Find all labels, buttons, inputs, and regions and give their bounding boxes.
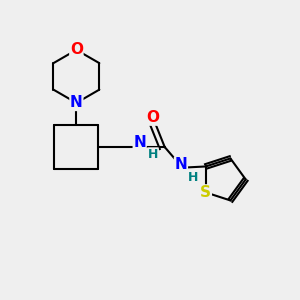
Text: N: N	[175, 157, 187, 172]
Text: N: N	[70, 95, 83, 110]
Text: O: O	[70, 42, 83, 57]
Text: H: H	[188, 172, 198, 184]
Text: H: H	[148, 148, 158, 161]
Text: S: S	[200, 185, 211, 200]
Text: N: N	[133, 135, 146, 150]
Text: O: O	[146, 110, 159, 125]
